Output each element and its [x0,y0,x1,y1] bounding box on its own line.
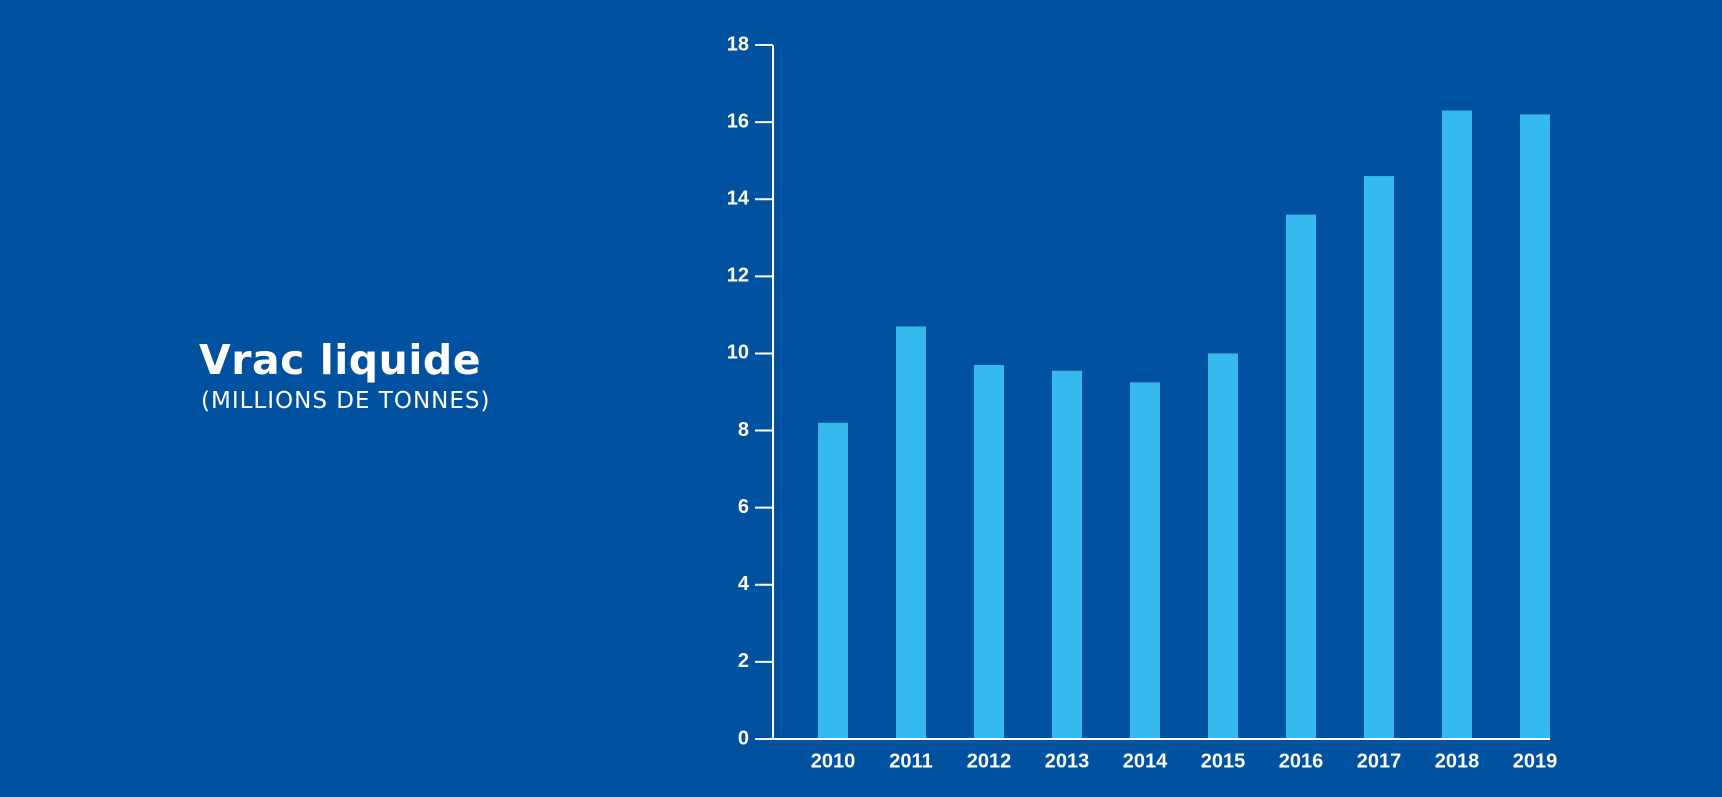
x-tick-label: 2012 [967,750,1012,772]
y-tick-label: 4 [738,573,750,595]
y-tick-label: 16 [727,110,749,132]
x-tick-label: 2019 [1513,750,1558,772]
chart-subtitle: (MILLIONS DE TONNES) [201,388,491,414]
y-axis: 0 2 4 6 8 10 12 14 16 18 [727,33,774,749]
y-tick-label: 12 [727,265,749,287]
y-tick-label: 2 [738,650,749,672]
x-tick-label: 2016 [1279,750,1324,772]
x-tick-label: 2014 [1123,750,1168,772]
x-tick-label: 2010 [811,750,856,772]
x-tick-label: 2017 [1357,750,1402,772]
bar-2012 [974,365,1004,739]
bar-2019 [1520,114,1550,739]
bar-2015 [1208,353,1238,739]
y-tick-label: 0 [738,727,749,749]
bar-2016 [1286,214,1316,740]
y-tick-label: 10 [727,342,749,364]
x-tick-label: 2018 [1435,750,1480,772]
y-tick-label: 8 [738,419,749,441]
bar-2014 [1130,382,1160,739]
y-tick-label: 18 [727,33,749,55]
chart-title: Vrac liquide [199,336,482,384]
chart-title-block: Vrac liquide (MILLIONS DE TONNES) [199,336,490,416]
bar-2011 [896,326,926,739]
bar-2018 [1442,110,1472,740]
x-axis: 2010 2011 2012 2013 2014 2015 2016 2017 2018 2019 [773,738,1558,772]
bar-2010 [818,422,848,739]
bars [818,110,1550,740]
bar-2017 [1364,176,1394,740]
x-tick-label: 2011 [889,750,932,772]
y-tick-label: 14 [727,188,750,210]
y-tick-label: 6 [738,496,749,518]
x-tick-label: 2013 [1045,750,1090,772]
x-tick-label: 2015 [1201,750,1246,772]
bar-2013 [1052,370,1082,739]
